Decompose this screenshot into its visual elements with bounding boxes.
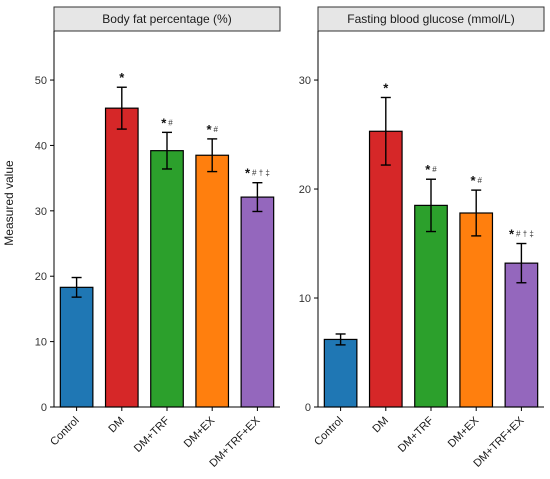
y-tick-label: 30 — [299, 75, 311, 87]
y-tick-label: 10 — [35, 337, 47, 349]
y-tick-label: 30 — [35, 206, 47, 218]
bar-dm-trf — [414, 204, 448, 408]
y-tick-label: 0 — [41, 402, 47, 414]
panel-fasting-glucose: Fasting blood glucose (mmol/L) 0 10 20 30 Con… — [299, 6, 545, 470]
significance-label: * # — [425, 162, 437, 177]
bar-dm — [104, 107, 139, 408]
bar-dm-trf-ex — [240, 196, 275, 408]
bar-control — [323, 338, 358, 408]
y-tick-label: 20 — [299, 184, 311, 196]
bar-control — [59, 286, 94, 408]
panel-title: Body fat percentage (%) — [102, 12, 231, 26]
x-tick-label: DM+TRF — [396, 414, 436, 454]
y-tick-label: 40 — [35, 140, 47, 152]
significance-label: * # — [161, 115, 173, 130]
panel-title: Fasting blood glucose (mmol/L) — [347, 12, 514, 26]
significance-label: * # † ‡ — [509, 227, 534, 242]
bar-dm-ex — [195, 154, 230, 408]
significance-label: * # — [206, 122, 218, 137]
significance-label: * # — [470, 173, 482, 188]
x-tick-label: DM+EX — [182, 414, 218, 450]
panel-title-strip — [53, 6, 281, 32]
significance-label: * — [383, 80, 389, 95]
y-axis-label: Measured value — [2, 160, 16, 246]
x-tick-label: DM — [370, 415, 391, 436]
x-tick-label: DM+EX — [446, 414, 482, 450]
panel-title-strip — [317, 6, 545, 32]
significance-label: * — [119, 70, 125, 85]
y-tick-label: 10 — [299, 293, 311, 305]
x-tick-label: Control — [48, 415, 82, 449]
panel-body-fat: Body fat percentage (%) 0 10 20 30 40 50 Contro… — [35, 6, 281, 470]
y-tick-label: 20 — [35, 271, 47, 283]
bar-dm-trf — [150, 150, 184, 408]
x-tick-label: DM+TRF — [132, 414, 172, 454]
significance-label: * # † ‡ — [245, 166, 270, 181]
bar-dm-trf-ex — [504, 262, 539, 408]
bar-dm — [368, 130, 403, 408]
bar-dm-ex — [459, 212, 494, 408]
y-tick-label: 50 — [35, 75, 47, 87]
x-tick-label: DM — [106, 415, 127, 436]
x-tick-label: Control — [312, 415, 346, 449]
y-tick-label: 0 — [305, 402, 311, 414]
